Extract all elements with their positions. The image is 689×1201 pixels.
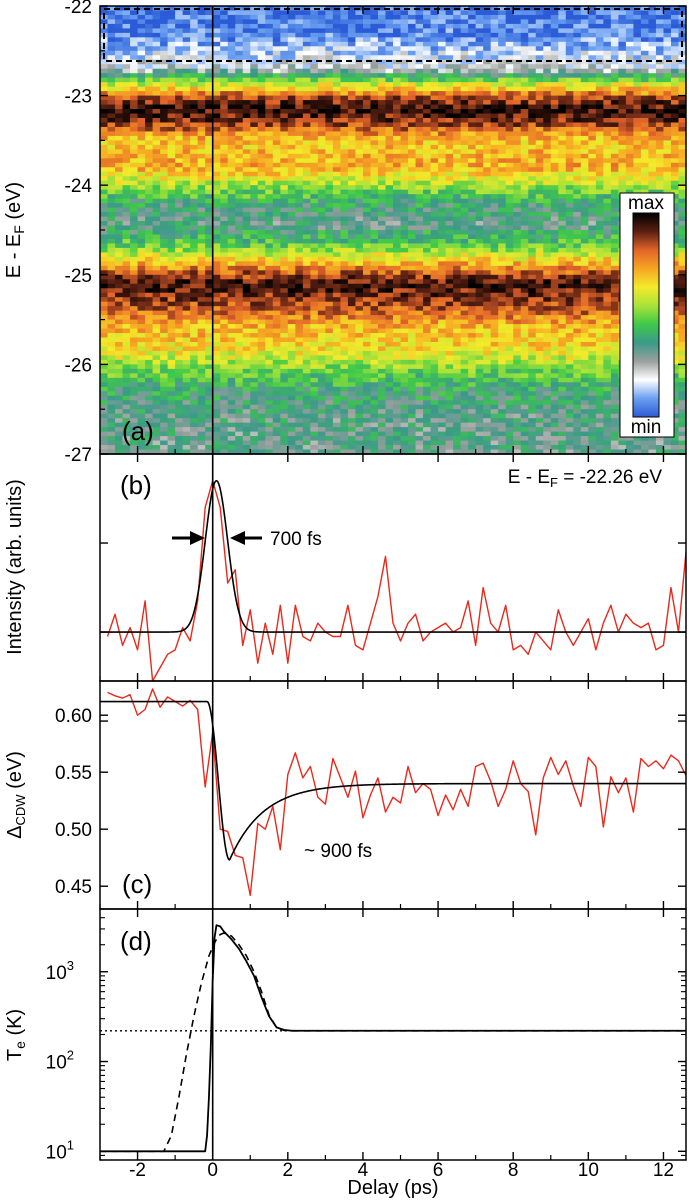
panel-c-ytick-label: 0.55 — [55, 763, 92, 784]
x-tick-label: 0 — [207, 1160, 218, 1181]
boxed-region — [103, 8, 683, 62]
panel-a-ytick-label: -22 — [65, 0, 92, 18]
panel-d-solid-line — [100, 924, 686, 1153]
panel-a-ytick-label: -23 — [65, 87, 92, 108]
panel-a-ytick-label: -26 — [65, 355, 92, 376]
panel-d-ytick-label: 103 — [46, 958, 74, 984]
x-tick-label: -2 — [129, 1160, 146, 1181]
colorbar: max min — [619, 192, 675, 438]
panel-c-ytick-label: 0.60 — [55, 706, 92, 727]
panel-b-frame — [99, 453, 687, 682]
energy-annotation: E - EF = -22.26 eV — [508, 467, 663, 490]
panel-c-data-line — [107, 688, 686, 897]
x-tick-label: 2 — [283, 1160, 294, 1181]
panel-b-ylabel: Intensity (arb. units) — [4, 479, 26, 655]
axis-ticks: -22 -23 -24 -25 -26 -27 0.45 0.50 0.55 0.60 101 102… — [46, 0, 686, 1163]
panel-c-label: (c) — [122, 869, 152, 899]
fwhm-arrows — [172, 531, 262, 545]
x-tick-label: 10 — [578, 1160, 599, 1181]
panel-c-curves — [100, 688, 686, 897]
panel-d-ylabel: Te (K) — [4, 1009, 28, 1061]
x-axis-label: Delay (ps) — [347, 1177, 438, 1199]
panel-a-ylabel: E - EF (eV) — [3, 182, 27, 278]
fwhm-annotation: 700 fs — [270, 529, 322, 550]
x-tick-labels: -2 0 2 4 6 8 10 12 — [129, 1160, 674, 1181]
panel-c-ylabel: ΔCDW (eV) — [4, 751, 28, 839]
panel-b-data-line — [106, 480, 686, 681]
panel-b-curves — [100, 479, 686, 681]
x-tick-label: 8 — [508, 1160, 519, 1181]
x-tick-label: 12 — [653, 1160, 674, 1181]
x-tick-label: 4 — [358, 1160, 369, 1181]
panel-a-ytick-label: -27 — [65, 445, 92, 466]
panel-d-ytick-label: 101 — [46, 1137, 74, 1163]
panel-b-fit-line — [100, 479, 686, 633]
tau-annotation: ~ 900 fs — [304, 841, 372, 862]
panel-d-label: (d) — [120, 926, 152, 956]
panel-a-ytick-label: -24 — [65, 176, 93, 197]
colorbar-min-label: min — [631, 417, 662, 438]
panel-a-label: (a) — [122, 416, 154, 446]
panel-c-fit-line — [100, 700, 686, 861]
panel-c-ytick-label: 0.50 — [55, 820, 92, 841]
heatmap — [100, 6, 686, 454]
colorbar-max-label: max — [628, 193, 664, 214]
panel-d-curves — [100, 924, 686, 1153]
panel-c-frame — [99, 680, 687, 910]
panel-b-label: (b) — [120, 470, 152, 500]
panel-d-frame — [99, 908, 687, 1161]
arrow-left-icon — [230, 531, 245, 545]
arrow-right-icon — [190, 531, 205, 545]
panel-d-ytick-label: 102 — [46, 1048, 74, 1074]
panel-d-dashed-line — [100, 932, 686, 1153]
panel-c-ytick-label: 0.45 — [55, 877, 92, 898]
colorbar-gradient — [632, 212, 660, 418]
panel-a-ytick-label: -25 — [65, 266, 92, 287]
x-tick-label: 6 — [433, 1160, 444, 1181]
